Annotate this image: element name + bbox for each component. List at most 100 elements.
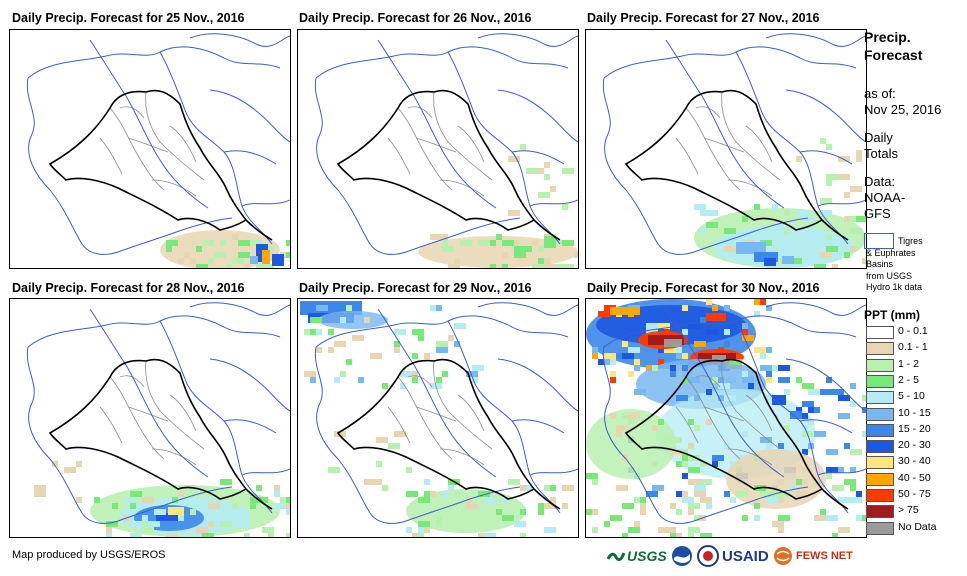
precip-cell (202, 240, 214, 246)
precip-cell (766, 377, 772, 383)
legend-label: 0.1 - 1 (898, 341, 928, 354)
precip-cell (622, 341, 628, 347)
precip-cell (514, 521, 526, 527)
precip-cell (832, 533, 838, 537)
precip-cell (766, 371, 772, 377)
precip-cell (40, 485, 46, 497)
precip-cell (448, 335, 454, 341)
precip-layer (160, 230, 290, 268)
panel-title-6: Daily Precip. Forecast for 30 Nov., 2016 (587, 281, 820, 295)
precip-cell (766, 305, 772, 311)
precip-map-svg (300, 301, 578, 537)
fewsnet-globe-icon (774, 547, 792, 565)
precip-cell (244, 252, 250, 258)
legend-label: 1 - 2 (898, 357, 920, 370)
precip-cell (682, 329, 688, 335)
precip-cell (790, 258, 802, 264)
precip-cell (850, 216, 856, 222)
precip-cell (436, 521, 442, 527)
precip-cell (418, 497, 430, 503)
precip-cell (814, 258, 820, 264)
precip-layer (418, 144, 578, 268)
precip-cell (106, 521, 118, 527)
precip-cell (796, 491, 808, 497)
precip-cell (232, 234, 238, 240)
precip-cell (286, 533, 290, 537)
precip-cell (694, 491, 706, 497)
precip-cell (442, 240, 448, 246)
precip-cell (168, 507, 184, 515)
precip-cell (616, 431, 622, 437)
precip-cell (658, 419, 664, 425)
precip-cell (724, 341, 730, 347)
panel-title-4: Daily Precip. Forecast for 28 Nov., 2016 (12, 281, 245, 295)
precip-cell (196, 264, 208, 268)
precip-cell (262, 497, 268, 503)
precip-cell (700, 461, 706, 467)
precip-cell (682, 305, 688, 311)
precip-cell (808, 389, 814, 395)
usgs-wave-icon (607, 552, 625, 562)
precip-cell (652, 425, 658, 431)
precip-cell (856, 156, 862, 162)
precip-cell (436, 341, 448, 347)
precip-cell (760, 299, 766, 305)
precip-cell (156, 513, 178, 521)
forecast-map-29-nov (297, 298, 579, 538)
precip-cell (478, 533, 484, 537)
precip-cell (196, 533, 202, 537)
legend-label: 15 - 20 (898, 422, 931, 435)
precip-cell (856, 150, 862, 156)
precip-cell (778, 515, 790, 521)
precip-cell (130, 503, 136, 509)
precip-cell (784, 425, 790, 431)
precip-cell (244, 533, 250, 537)
province-boundaries (99, 91, 205, 197)
precip-cell (850, 228, 862, 234)
precip-cell (730, 228, 736, 234)
precip-cell (764, 258, 776, 266)
precip-cell (172, 497, 178, 503)
precip-cell (850, 186, 862, 192)
panel-title-5: Daily Precip. Forecast for 29 Nov., 2016 (299, 281, 532, 295)
precip-cell (304, 371, 316, 377)
precip-cell (622, 533, 628, 537)
precip-map-svg (26, 302, 290, 537)
basin-boundary (314, 33, 578, 255)
precip-cell (814, 515, 820, 521)
precip-cell (286, 240, 290, 246)
precip-cell (394, 431, 406, 437)
precip-cell (208, 258, 214, 264)
precip-cell (826, 377, 832, 383)
precip-cell (208, 521, 214, 527)
precip-cell (220, 521, 232, 527)
map-credit: Map produced by USGS/EROS (12, 549, 166, 561)
precip-cell (310, 329, 316, 335)
precip-cell (448, 264, 460, 268)
legend-swatch (866, 456, 894, 470)
precip-cell (592, 527, 598, 533)
precip-cell (142, 527, 148, 533)
precip-cell (754, 252, 778, 262)
precip-cell (664, 527, 676, 533)
precip-cell (616, 425, 628, 431)
precip-cell (598, 359, 604, 365)
legend-label: 10 - 15 (898, 406, 931, 419)
precip-cell (724, 305, 730, 311)
precip-cell (328, 347, 334, 353)
basin-boundary (602, 33, 866, 255)
precip-cell (706, 419, 712, 425)
precip-cell (544, 264, 556, 268)
precip-cell (820, 210, 832, 216)
precip-cell (406, 491, 418, 497)
precip-cell (820, 509, 826, 515)
legend-swatch (866, 358, 894, 372)
precip-cell (796, 377, 802, 383)
precip-cell (850, 401, 856, 407)
precip-cell (418, 533, 424, 537)
asof-block: as of: Nov 25, 2016 (864, 86, 941, 118)
precip-cell (652, 485, 664, 491)
precip-cell (310, 377, 316, 383)
precip-cell (652, 365, 658, 371)
precip-cell (232, 503, 238, 509)
